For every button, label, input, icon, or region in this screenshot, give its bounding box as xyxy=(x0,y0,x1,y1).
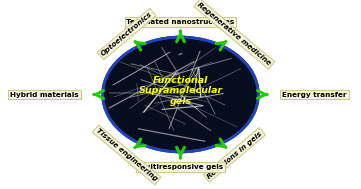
Text: Optoelectronics: Optoelectronics xyxy=(100,11,153,57)
Text: Templated nanostructures: Templated nanostructures xyxy=(126,19,235,25)
Text: Functional
Supramolecular
gels: Functional Supramolecular gels xyxy=(138,76,223,106)
Text: Multiresponsive gels: Multiresponsive gels xyxy=(138,164,223,170)
Text: Energy transfer: Energy transfer xyxy=(282,91,347,98)
Text: Regenerative medicine: Regenerative medicine xyxy=(196,2,272,67)
Text: Reactions in gels: Reactions in gels xyxy=(206,130,263,180)
Ellipse shape xyxy=(103,37,258,152)
Text: Hybrid materials: Hybrid materials xyxy=(10,91,79,98)
Text: Tissue engineering: Tissue engineering xyxy=(95,128,158,182)
